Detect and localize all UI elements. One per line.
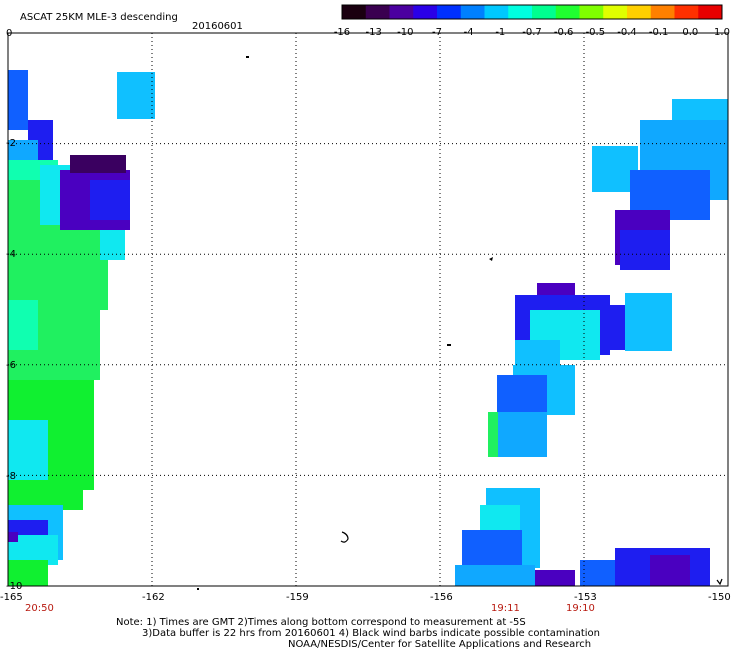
wind-barb-marks [197,56,723,590]
swath-cell [117,72,155,119]
colorbar-swatch [365,5,390,19]
map-grid [8,33,728,586]
colorbar-border [341,4,723,20]
wind-barb [197,588,199,590]
colorbar-swatch [650,5,675,19]
colorbar-swatch [674,5,699,19]
product-date: 20160601 [192,21,243,32]
lat-label: -8 [6,471,16,482]
footer-note-line3: NOAA/NESDIS/Center for Satellite Applica… [288,639,591,650]
swath-cell [625,293,672,351]
time-label: 19:10 [566,603,595,614]
swath-cell [650,555,690,586]
footer-note-line1: Note: 1) Times are GMT 2)Times along bot… [116,617,526,628]
time-label: 20:50 [25,603,54,614]
swath-cell [8,520,48,535]
footer-note-line2: 3)Data buffer is 22 hrs from 20160601 4)… [142,628,600,639]
swath-cell [8,420,48,480]
colorbar-swatch [460,5,485,19]
colorbar-swatch [389,5,414,19]
time-labels: 20:50 19:11 19:10 [25,603,595,614]
product-title: ASCAT 25KM MLE-3 descending [20,12,178,23]
swath-cell [488,412,498,457]
colorbar-swatch [413,5,438,19]
colorbar-swatch [508,5,533,19]
lat-label: -6 [6,360,16,371]
time-label: 19:11 [491,603,520,614]
colorbar [341,4,723,20]
longitude-labels: -165 -162 -159 -156 -153 -150 [0,592,731,603]
colorbar-swatch [579,5,604,19]
swath-cell [8,560,48,586]
wind-barb [340,531,349,543]
lat-label: -10 [6,581,22,592]
lon-label: -162 [142,592,165,603]
swath-cell [515,340,560,365]
swath-cell [535,570,575,586]
swath-cell [100,230,125,260]
swath-cell [8,532,18,542]
lon-label: -165 [0,592,23,603]
colorbar-swatch [627,5,652,19]
colorbar-swatch [532,5,557,19]
lat-label: -4 [6,249,16,260]
swath-cell [497,412,547,457]
swath-cell [70,155,126,173]
colorbar-swatch [555,5,580,19]
colorbar-swatch [698,5,723,19]
lat-label: -2 [6,138,16,149]
swath-cell [8,70,28,130]
colorbar-swatch [437,5,462,19]
wind-barb [489,257,493,261]
lat-label: 0 [6,28,12,39]
swath-cell [90,180,130,220]
swath-cell [455,565,535,586]
colorbar-swatch [484,5,509,19]
wind-barb [716,578,723,586]
swath-cell [8,300,38,350]
wind-barb [447,344,451,346]
colorbar-swatch [342,5,367,19]
lon-label: -159 [286,592,309,603]
swath-cell [610,305,628,350]
lon-label: -150 [708,592,731,603]
map-frame [7,32,729,587]
lon-label: -153 [574,592,597,603]
colorbar-swatch [603,5,628,19]
wind-barb [246,56,249,58]
swath-cell [620,230,670,270]
lon-label: -156 [430,592,453,603]
swath-data-layer [8,70,728,586]
latitude-labels: 0 -2 -4 -6 -8 -10 [6,28,22,592]
